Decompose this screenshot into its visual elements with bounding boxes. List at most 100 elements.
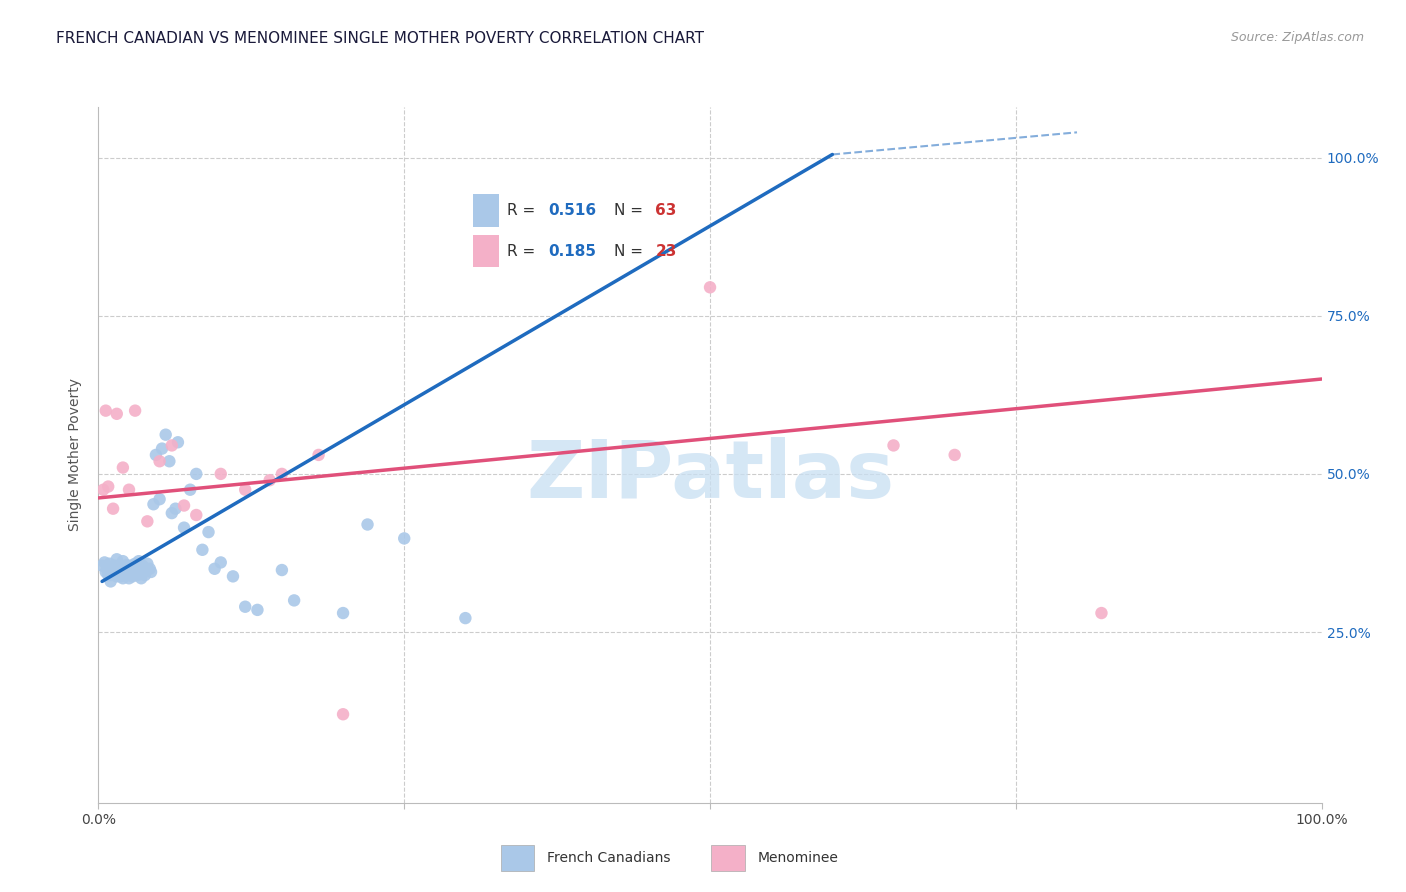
Point bbox=[142, 497, 165, 511]
Point bbox=[124, 565, 146, 579]
Point bbox=[111, 571, 134, 585]
Point bbox=[209, 556, 232, 570]
Point bbox=[94, 403, 117, 417]
Point bbox=[270, 563, 294, 577]
Point bbox=[134, 568, 156, 582]
Text: 63: 63 bbox=[655, 203, 676, 218]
Text: N =: N = bbox=[613, 203, 648, 218]
Point bbox=[124, 403, 146, 417]
Text: Menominee: Menominee bbox=[758, 851, 839, 865]
Point bbox=[699, 280, 721, 294]
Text: N =: N = bbox=[613, 244, 648, 259]
Point bbox=[118, 483, 141, 497]
Point bbox=[100, 560, 122, 574]
Point bbox=[118, 571, 141, 585]
Point bbox=[454, 611, 477, 625]
Text: FRENCH CANADIAN VS MENOMINEE SINGLE MOTHER POVERTY CORRELATION CHART: FRENCH CANADIAN VS MENOMINEE SINGLE MOTH… bbox=[56, 31, 704, 46]
Point bbox=[356, 517, 378, 532]
Point bbox=[165, 501, 187, 516]
Point bbox=[103, 558, 125, 573]
Point bbox=[197, 525, 219, 540]
Point bbox=[128, 554, 150, 568]
Point bbox=[179, 483, 201, 497]
Point bbox=[117, 568, 139, 582]
Text: 23: 23 bbox=[655, 244, 676, 259]
Point bbox=[160, 438, 183, 452]
Point bbox=[1090, 606, 1112, 620]
Point bbox=[136, 514, 159, 528]
Point bbox=[149, 492, 172, 507]
Point bbox=[127, 568, 149, 582]
Point bbox=[129, 571, 152, 585]
Point bbox=[108, 562, 131, 576]
Point bbox=[100, 568, 122, 582]
Point bbox=[114, 563, 136, 577]
Point bbox=[111, 565, 134, 579]
Point bbox=[883, 438, 905, 452]
Point bbox=[105, 552, 128, 566]
Point bbox=[98, 557, 121, 571]
Point bbox=[118, 562, 141, 576]
Point bbox=[160, 506, 183, 520]
Point bbox=[105, 569, 128, 583]
Bar bbox=[711, 845, 745, 871]
Point bbox=[129, 563, 152, 577]
Point bbox=[101, 501, 124, 516]
Point bbox=[186, 467, 208, 481]
Point bbox=[191, 542, 214, 557]
Point bbox=[270, 467, 294, 481]
Point bbox=[97, 568, 120, 582]
Point bbox=[157, 454, 180, 468]
Point bbox=[91, 483, 114, 497]
Point bbox=[308, 448, 330, 462]
Point bbox=[149, 454, 172, 468]
Point bbox=[96, 562, 118, 576]
Point bbox=[392, 532, 416, 546]
Point bbox=[120, 566, 142, 581]
Point bbox=[120, 558, 142, 573]
Point bbox=[167, 435, 190, 450]
Point bbox=[259, 473, 281, 487]
Bar bbox=[474, 235, 499, 268]
Point bbox=[121, 569, 143, 583]
Point bbox=[145, 448, 167, 462]
Point bbox=[233, 483, 256, 497]
Point bbox=[111, 554, 134, 568]
Point bbox=[115, 558, 138, 572]
Point bbox=[136, 557, 159, 571]
Point bbox=[94, 565, 117, 579]
Point bbox=[204, 562, 226, 576]
Bar bbox=[501, 845, 534, 871]
Point bbox=[111, 460, 134, 475]
Point bbox=[105, 407, 128, 421]
Point bbox=[943, 448, 966, 462]
Point bbox=[209, 467, 232, 481]
Point bbox=[332, 707, 354, 722]
Point bbox=[100, 574, 122, 589]
Point bbox=[283, 593, 305, 607]
Text: French Canadians: French Canadians bbox=[547, 851, 671, 865]
Point bbox=[222, 569, 245, 583]
Text: R =: R = bbox=[508, 244, 540, 259]
Y-axis label: Single Mother Poverty: Single Mother Poverty bbox=[69, 378, 83, 532]
Bar bbox=[474, 194, 499, 227]
Point bbox=[97, 479, 120, 493]
Point bbox=[332, 606, 354, 620]
Text: Source: ZipAtlas.com: Source: ZipAtlas.com bbox=[1230, 31, 1364, 45]
Point bbox=[101, 563, 124, 577]
Point bbox=[173, 499, 195, 513]
Point bbox=[246, 603, 269, 617]
Text: 0.516: 0.516 bbox=[548, 203, 596, 218]
Point bbox=[233, 599, 256, 614]
Point bbox=[124, 557, 146, 571]
Text: 0.185: 0.185 bbox=[548, 244, 596, 259]
Text: ZIPatlas: ZIPatlas bbox=[526, 437, 894, 515]
Point bbox=[93, 556, 115, 570]
Point bbox=[186, 508, 208, 522]
Point bbox=[150, 442, 173, 456]
Point bbox=[173, 521, 195, 535]
Text: R =: R = bbox=[508, 203, 540, 218]
Point bbox=[110, 569, 132, 583]
Point bbox=[139, 565, 162, 579]
Point bbox=[139, 562, 162, 576]
